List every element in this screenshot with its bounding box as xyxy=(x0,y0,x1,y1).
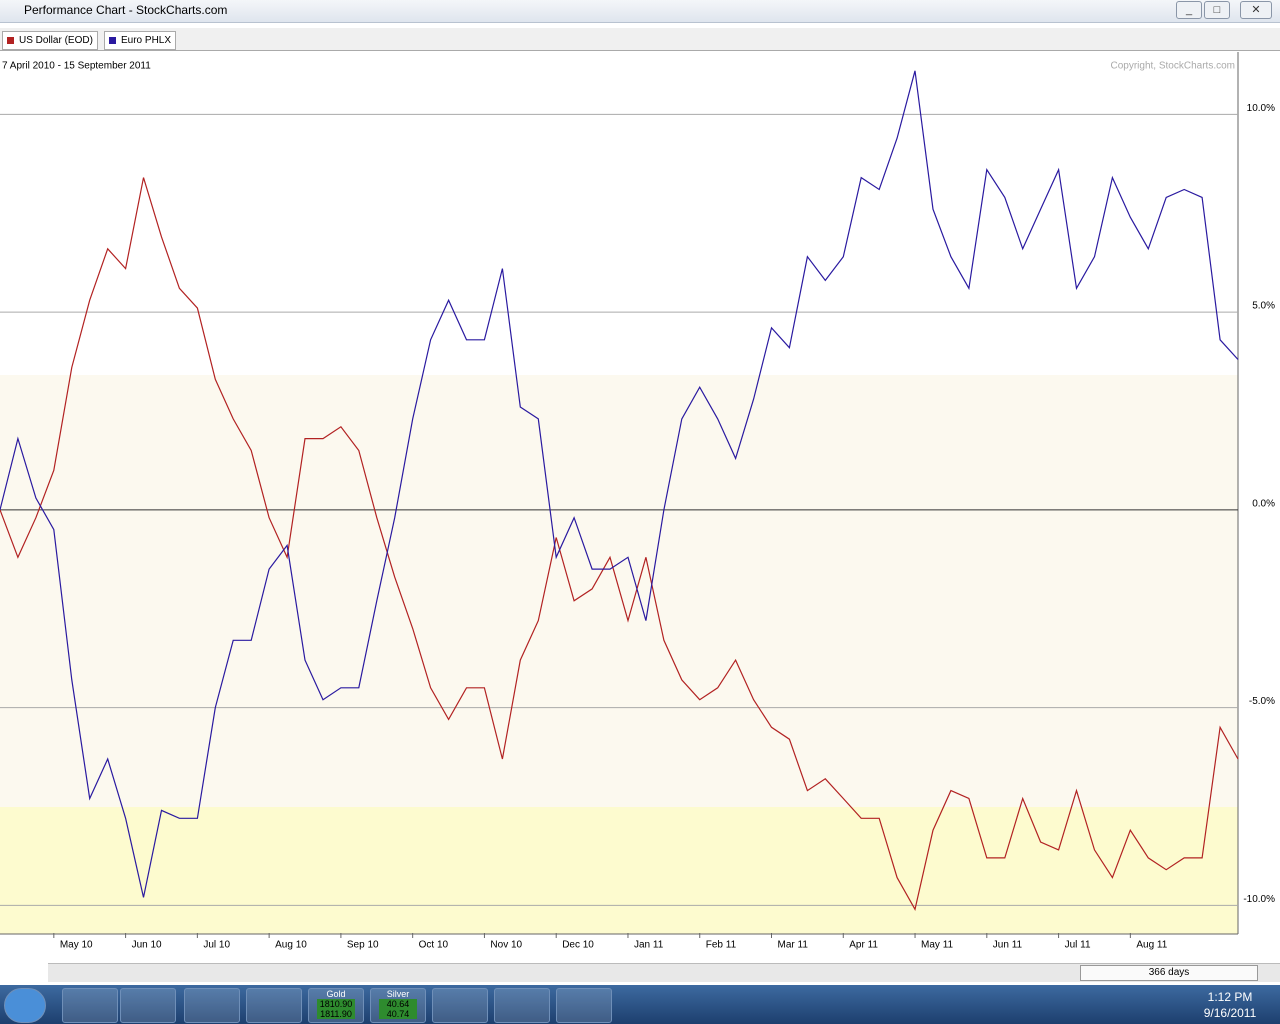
ticker-bid: 1810.90 xyxy=(317,999,355,1009)
chart: 7 April 2010 - 15 September 2011 Copyrig… xyxy=(0,52,1275,951)
x-tick-label: May 11 xyxy=(921,940,953,951)
ticker-ask: 40.74 xyxy=(379,1009,417,1019)
y-tick-label: 0.0% xyxy=(1252,498,1275,509)
series-line xyxy=(0,177,1239,911)
y-tick-label: -5.0% xyxy=(1249,696,1275,707)
title-bar: Performance Chart - StockCharts.com _ □ … xyxy=(0,0,1280,23)
scrollbar[interactable] xyxy=(48,963,1280,982)
taskbar-app[interactable] xyxy=(432,988,488,1023)
window-title: Performance Chart - StockCharts.com xyxy=(24,3,228,17)
legend-bar: US Dollar (EOD) Euro PHLX xyxy=(0,28,1280,51)
clock-date: 9/16/2011 xyxy=(1203,1006,1257,1020)
legend-swatch xyxy=(7,37,14,44)
x-tick-label: Apr 11 xyxy=(849,940,878,951)
chart-subtitle: 7 April 2010 - 15 September 2011 xyxy=(2,61,151,72)
close-button[interactable]: ✕ xyxy=(1240,1,1272,19)
x-tick-label: Oct 10 xyxy=(419,940,449,951)
range-label: 366 days xyxy=(1080,965,1258,981)
y-tick-label: 10.0% xyxy=(1247,103,1275,114)
clock-time: 1:12 PM xyxy=(1207,990,1253,1004)
x-tick-label: Aug 11 xyxy=(1136,940,1167,951)
plot-band xyxy=(0,807,1238,934)
x-tick-label: May 10 xyxy=(60,940,93,951)
gold-ticker[interactable]: Gold 1810.90 1811.90 xyxy=(308,988,364,1023)
taskbar-app[interactable] xyxy=(494,988,550,1023)
taskbar-app[interactable] xyxy=(556,988,612,1023)
minimize-button[interactable]: _ xyxy=(1176,1,1202,19)
x-tick-label: Jun 11 xyxy=(993,940,1023,951)
y-tick-label: 5.0% xyxy=(1252,301,1275,312)
x-tick-label: Nov 10 xyxy=(490,940,522,951)
taskbar-app[interactable] xyxy=(184,988,240,1023)
x-tick-label: Sep 10 xyxy=(347,940,379,951)
ticker-label: Gold xyxy=(326,989,346,999)
legend-entry[interactable]: Euro PHLX xyxy=(104,31,177,50)
x-tick-label: Jun 10 xyxy=(132,940,162,951)
ticker-label: Silver xyxy=(386,989,410,999)
taskbar-app[interactable] xyxy=(246,988,302,1023)
legend-swatch xyxy=(109,37,116,44)
x-tick-label: Mar 11 xyxy=(778,940,809,951)
x-tick-label: Feb 11 xyxy=(706,940,737,951)
taskbar: Gold 1810.90 1811.90 Silver 40.64 40.74 … xyxy=(0,985,1280,1024)
x-tick-label: Jan 11 xyxy=(634,940,664,951)
taskbar-app[interactable] xyxy=(120,988,176,1023)
x-tick-label: Jul 11 xyxy=(1065,940,1091,951)
legend-label: US Dollar (EOD) xyxy=(19,35,93,46)
maximize-button[interactable]: □ xyxy=(1204,1,1230,19)
x-tick-label: Dec 10 xyxy=(562,940,594,951)
legend-entry[interactable]: US Dollar (EOD) xyxy=(2,31,98,50)
x-tick-label: Aug 10 xyxy=(275,940,307,951)
y-tick-label: -10.0% xyxy=(1243,894,1275,905)
series-line xyxy=(0,70,1239,898)
legend-label: Euro PHLX xyxy=(121,35,172,46)
silver-ticker[interactable]: Silver 40.64 40.74 xyxy=(370,988,426,1023)
ticker-bid: 40.64 xyxy=(379,999,417,1009)
copyright: Copyright, StockCharts.com xyxy=(1111,61,1236,72)
start-button[interactable] xyxy=(4,988,46,1023)
x-tick-label: Jul 10 xyxy=(203,940,230,951)
ticker-ask: 1811.90 xyxy=(317,1009,355,1019)
taskbar-app[interactable] xyxy=(62,988,118,1023)
